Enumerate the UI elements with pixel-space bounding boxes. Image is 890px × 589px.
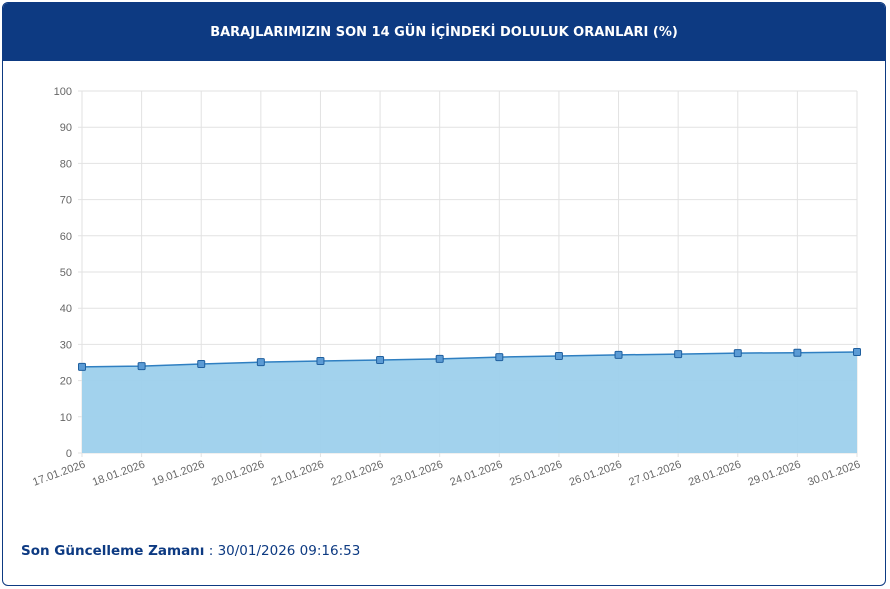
y-tick-label: 10 bbox=[60, 412, 72, 424]
area bbox=[82, 352, 857, 453]
y-tick-label: 80 bbox=[60, 158, 72, 170]
x-tick-label: 18.01.2026 bbox=[91, 459, 147, 489]
y-tick-label: 60 bbox=[60, 231, 72, 243]
marker bbox=[78, 362, 86, 371]
marker bbox=[554, 351, 563, 360]
chart-title: BARAJLARIMIZIN SON 14 GÜN İÇİNDEKİ DOLUL… bbox=[3, 3, 885, 61]
x-tick-label: 30.01.2026 bbox=[806, 459, 862, 489]
x-tick-label: 19.01.2026 bbox=[150, 459, 206, 489]
y-tick-label: 70 bbox=[60, 195, 72, 207]
x-tick-label: 17.01.2026 bbox=[31, 459, 87, 489]
update-time: 30/01/2026 09:16:53 bbox=[217, 543, 361, 559]
update-info: Son Güncelleme Zamanı : 30/01/2026 09:16… bbox=[21, 543, 360, 559]
marker bbox=[137, 362, 146, 371]
y-tick-label: 50 bbox=[60, 267, 72, 279]
x-tick-label: 28.01.2026 bbox=[687, 459, 743, 489]
marker bbox=[733, 349, 742, 358]
x-tick-label: 24.01.2026 bbox=[448, 459, 504, 489]
x-tick-label: 21.01.2026 bbox=[270, 459, 326, 489]
marker bbox=[256, 358, 265, 367]
x-tick-label: 22.01.2026 bbox=[329, 459, 385, 489]
y-tick-label: 20 bbox=[60, 376, 72, 388]
update-label: Son Güncelleme Zamanı bbox=[21, 543, 205, 559]
y-tick-label: 100 bbox=[54, 86, 72, 98]
marker bbox=[316, 357, 325, 366]
y-tick-label: 40 bbox=[60, 303, 72, 315]
marker bbox=[435, 354, 444, 363]
x-tick-label: 29.01.2026 bbox=[747, 459, 803, 489]
separator: : bbox=[208, 543, 214, 559]
marker bbox=[793, 348, 802, 357]
marker bbox=[495, 353, 504, 362]
y-tick-label: 90 bbox=[60, 122, 72, 134]
x-tick-label: 20.01.2026 bbox=[210, 459, 266, 489]
marker bbox=[853, 348, 861, 357]
y-tick-label: 30 bbox=[60, 339, 72, 351]
y-tick-label: 0 bbox=[66, 448, 72, 460]
marker bbox=[197, 359, 206, 368]
x-tick-label: 25.01.2026 bbox=[508, 459, 564, 489]
x-tick-label: 26.01.2026 bbox=[568, 459, 624, 489]
marker bbox=[614, 350, 623, 359]
line bbox=[81, 351, 858, 368]
x-tick-label: 27.01.2026 bbox=[627, 459, 683, 489]
marker bbox=[376, 355, 385, 364]
x-tick-label: 23.01.2026 bbox=[389, 459, 445, 489]
marker bbox=[674, 350, 683, 359]
